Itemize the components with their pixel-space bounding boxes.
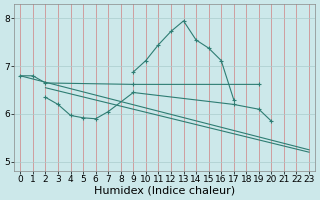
X-axis label: Humidex (Indice chaleur): Humidex (Indice chaleur) bbox=[94, 186, 235, 196]
